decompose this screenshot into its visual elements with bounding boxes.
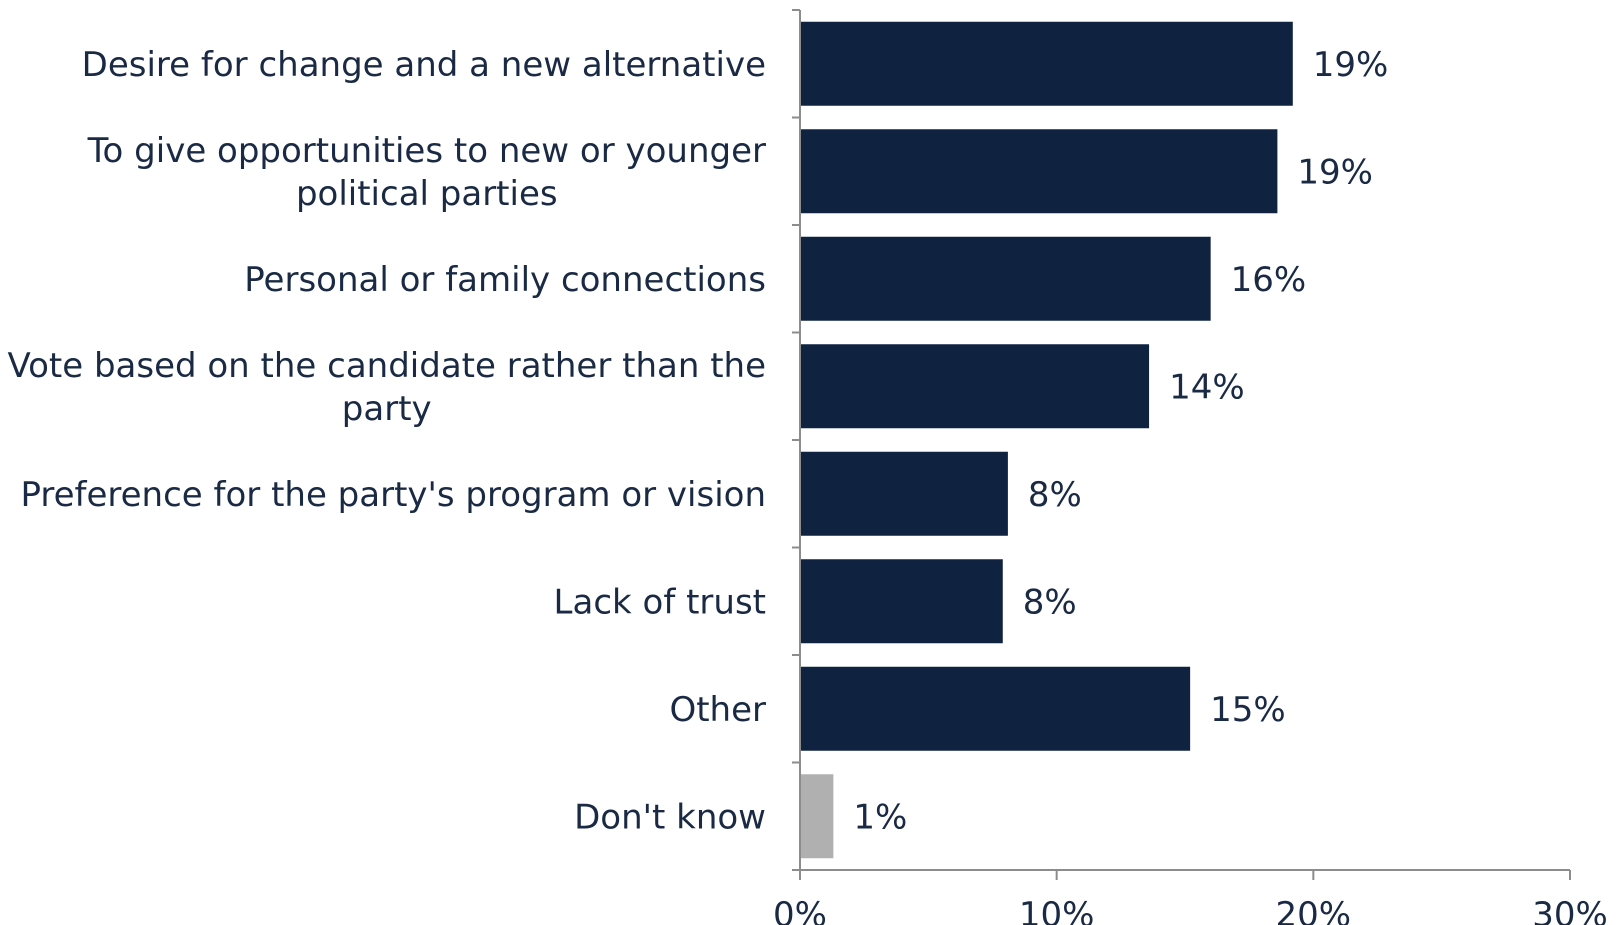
data-label: 19%	[1297, 152, 1373, 192]
category-label-line: To give opportunities to new or younger	[87, 131, 766, 171]
category-label: Other	[669, 690, 766, 730]
bar	[800, 21, 1293, 106]
bar	[800, 666, 1191, 751]
category-label-line: Vote based on the candidate rather than …	[7, 346, 766, 386]
category-label-line: Lack of trust	[554, 582, 766, 622]
labels-group: 19% Desire for change and a new alternati…	[7, 45, 1607, 925]
category-label: To give opportunities to new or younger p…	[87, 131, 766, 214]
bar	[800, 236, 1211, 321]
x-tick-label: 20%	[1276, 895, 1352, 925]
x-tick-label: 10%	[1019, 895, 1095, 925]
category-label-line: Don't know	[574, 797, 766, 837]
x-tick-label: 30%	[1532, 895, 1608, 925]
bar	[800, 451, 1008, 536]
category-label: Lack of trust	[554, 582, 766, 622]
category-label-line: party	[342, 389, 432, 429]
category-label-line: Desire for change and a new alternative	[82, 45, 766, 85]
data-label: 1%	[853, 797, 907, 837]
bar	[800, 774, 834, 859]
data-label: 14%	[1169, 367, 1245, 407]
category-label: Personal or family connections	[244, 260, 766, 300]
category-label-line: political parties	[296, 174, 558, 214]
data-label: 19%	[1313, 45, 1389, 85]
category-label-line: Other	[669, 690, 766, 730]
axes-group	[792, 9, 1571, 880]
category-label: Preference for the party's program or vi…	[20, 475, 766, 515]
x-tick-label: 0%	[773, 895, 827, 925]
data-label: 15%	[1210, 690, 1286, 730]
bars-group	[800, 21, 1293, 859]
data-label: 8%	[1028, 475, 1082, 515]
data-label: 16%	[1231, 260, 1307, 300]
bar	[800, 344, 1150, 429]
category-label: Vote based on the candidate rather than …	[7, 346, 766, 429]
category-label-line: Preference for the party's program or vi…	[20, 475, 766, 515]
category-label: Desire for change and a new alternative	[82, 45, 766, 85]
bar	[800, 559, 1003, 644]
category-label-line: Personal or family connections	[244, 260, 766, 300]
data-label: 8%	[1023, 582, 1077, 622]
bar	[800, 129, 1278, 214]
category-label: Don't know	[574, 797, 766, 837]
